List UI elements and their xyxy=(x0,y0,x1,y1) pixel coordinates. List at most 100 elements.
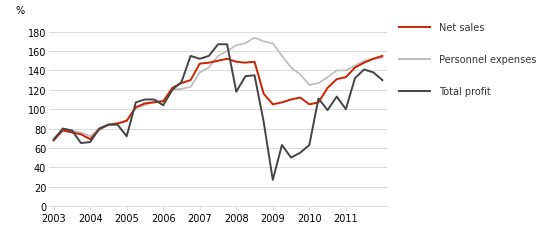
Total profit xyxy=(132,101,139,104)
Total profit xyxy=(178,81,185,84)
Personnel expenses xyxy=(142,104,148,107)
Personnel expenses xyxy=(151,101,158,103)
Net sales xyxy=(205,62,212,65)
Personnel expenses xyxy=(224,50,231,53)
Total profit xyxy=(160,104,166,107)
Total profit xyxy=(151,99,158,101)
Total profit xyxy=(334,96,340,98)
Total profit xyxy=(379,79,386,82)
Net sales xyxy=(132,106,139,109)
Personnel expenses xyxy=(370,58,377,61)
Net sales xyxy=(196,63,203,66)
Total profit xyxy=(352,77,358,80)
Total profit xyxy=(361,69,367,71)
Line: Net sales: Net sales xyxy=(53,57,383,141)
Net sales xyxy=(343,76,349,79)
Total profit xyxy=(315,98,322,101)
Total profit xyxy=(278,144,285,147)
Net sales xyxy=(288,99,294,101)
Personnel expenses xyxy=(278,55,285,58)
Total profit xyxy=(205,55,212,58)
Total profit xyxy=(114,124,121,126)
Personnel expenses xyxy=(196,72,203,74)
Personnel expenses xyxy=(315,82,322,85)
Personnel expenses xyxy=(96,128,102,130)
Net sales xyxy=(242,62,249,65)
Total profit xyxy=(251,75,258,77)
Personnel expenses xyxy=(87,135,93,138)
Personnel expenses xyxy=(169,89,175,92)
Personnel expenses xyxy=(261,41,267,44)
Total profit xyxy=(343,108,349,111)
Net sales xyxy=(78,133,84,136)
Total profit xyxy=(270,179,276,181)
Total profit xyxy=(261,121,267,124)
Net sales xyxy=(278,101,285,104)
Total profit xyxy=(96,128,102,130)
Text: Net sales: Net sales xyxy=(439,22,484,33)
Net sales xyxy=(251,61,258,64)
Net sales xyxy=(315,101,322,104)
Personnel expenses xyxy=(324,76,331,79)
Personnel expenses xyxy=(187,86,194,89)
Total profit xyxy=(187,55,194,58)
Total profit xyxy=(78,142,84,145)
Personnel expenses xyxy=(242,43,249,46)
Personnel expenses xyxy=(69,130,75,132)
Text: Total profit: Total profit xyxy=(439,87,490,97)
Total profit xyxy=(224,44,231,46)
Net sales xyxy=(96,128,102,131)
Net sales xyxy=(297,97,304,99)
Net sales xyxy=(306,104,313,106)
Net sales xyxy=(233,61,240,64)
Net sales xyxy=(261,93,267,96)
Personnel expenses xyxy=(205,67,212,70)
Total profit xyxy=(242,76,249,78)
Personnel expenses xyxy=(361,60,367,63)
Total profit xyxy=(169,89,175,92)
Net sales xyxy=(370,58,377,61)
Net sales xyxy=(142,103,148,105)
Net sales xyxy=(114,123,121,125)
Text: Personnel expenses: Personnel expenses xyxy=(439,55,536,65)
Total profit xyxy=(142,99,148,101)
Personnel expenses xyxy=(251,37,258,40)
Total profit xyxy=(87,141,93,144)
Personnel expenses xyxy=(105,124,112,126)
Personnel expenses xyxy=(343,70,349,73)
Net sales xyxy=(270,104,276,106)
Line: Total profit: Total profit xyxy=(53,45,383,180)
Personnel expenses xyxy=(160,100,166,102)
Net sales xyxy=(178,82,185,85)
Total profit xyxy=(370,72,377,74)
Personnel expenses xyxy=(288,67,294,70)
Total profit xyxy=(233,91,240,94)
Total profit xyxy=(59,128,66,130)
Net sales xyxy=(105,124,112,126)
Line: Personnel expenses: Personnel expenses xyxy=(53,38,383,139)
Personnel expenses xyxy=(297,74,304,76)
Personnel expenses xyxy=(306,84,313,87)
Total profit xyxy=(215,44,221,46)
Net sales xyxy=(59,130,66,132)
Total profit xyxy=(306,144,313,147)
Personnel expenses xyxy=(379,57,386,60)
Total profit xyxy=(105,124,112,126)
Personnel expenses xyxy=(78,131,84,134)
Net sales xyxy=(151,101,158,104)
Personnel expenses xyxy=(352,65,358,68)
Net sales xyxy=(187,79,194,82)
Total profit xyxy=(50,139,57,142)
Total profit xyxy=(123,135,130,138)
Total profit xyxy=(288,156,294,159)
Net sales xyxy=(69,131,75,134)
Net sales xyxy=(215,60,221,63)
Personnel expenses xyxy=(334,70,340,73)
Net sales xyxy=(123,120,130,123)
Personnel expenses xyxy=(114,122,121,125)
Net sales xyxy=(87,138,93,141)
Personnel expenses xyxy=(59,128,66,131)
Total profit xyxy=(324,109,331,112)
Net sales xyxy=(361,62,367,65)
Net sales xyxy=(379,55,386,58)
